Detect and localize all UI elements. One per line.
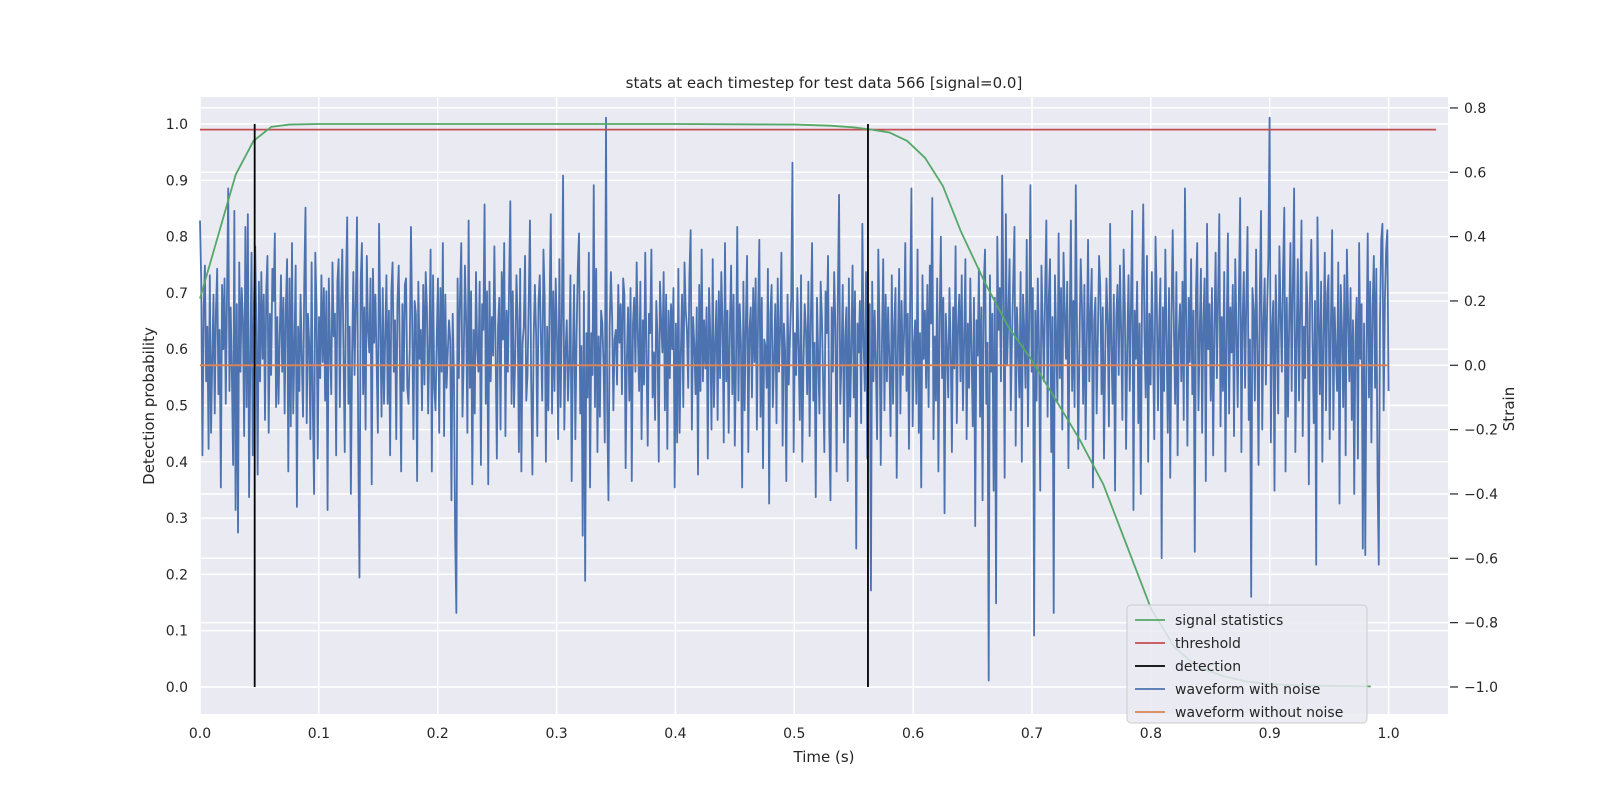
x-tick-label: 0.7 bbox=[1021, 726, 1043, 742]
legend-label: signal statistics bbox=[1175, 613, 1283, 629]
x-tick-label: 1.0 bbox=[1377, 726, 1399, 742]
x-tick-label: 0.2 bbox=[427, 726, 449, 742]
y-tick-label: 0.7 bbox=[166, 286, 188, 302]
y-axis-label: Detection probability bbox=[140, 327, 158, 485]
y-tick-label: 0.1 bbox=[166, 624, 188, 640]
bottom-axis: 0.0 0.1 0.2 0.3 0.4 0.5 0.6 0.7 0.8 0.9 1.0 bbox=[189, 726, 1400, 742]
x-axis-label: Time (s) bbox=[793, 748, 855, 766]
chart-title: stats at each timestep for test data 566… bbox=[626, 74, 1023, 92]
series-layer bbox=[199, 116, 1437, 688]
y-right-tick-label: 0.4 bbox=[1464, 230, 1486, 246]
y-right-tick-label: 0.6 bbox=[1464, 165, 1486, 181]
x-tick-label: 0.3 bbox=[545, 726, 567, 742]
y-tick-label: 0.0 bbox=[166, 680, 188, 696]
y-tick-label: 0.8 bbox=[166, 230, 188, 246]
y-right-tick-label: −1.0 bbox=[1464, 680, 1498, 696]
legend: signal statistics threshold detection wavef… bbox=[1126, 604, 1368, 724]
legend-label: threshold bbox=[1175, 636, 1241, 652]
y-tick-label: 0.4 bbox=[166, 455, 188, 471]
left-axis: 0.0 0.1 0.2 0.3 0.4 0.5 0.6 0.7 0.8 0.9 1.0 bbox=[166, 117, 188, 696]
y-right-tick-label: −0.6 bbox=[1464, 551, 1498, 567]
x-tick-label: 0.4 bbox=[664, 726, 686, 742]
y-axis-right-label: Strain bbox=[1500, 387, 1518, 431]
legend-label: detection bbox=[1175, 659, 1241, 675]
x-tick-label: 0.1 bbox=[308, 726, 330, 742]
y-tick-label: 0.5 bbox=[166, 399, 188, 415]
y-right-tick-label: −0.8 bbox=[1464, 616, 1498, 632]
y-tick-label: 1.0 bbox=[166, 117, 188, 133]
x-tick-label: 0.8 bbox=[1140, 726, 1162, 742]
series-waveform-with-noise bbox=[199, 116, 1390, 682]
x-tick-label: 0.9 bbox=[1259, 726, 1281, 742]
y-right-tick-label: 0.8 bbox=[1464, 101, 1486, 117]
legend-box bbox=[1126, 604, 1368, 724]
y-tick-label: 0.9 bbox=[166, 173, 188, 189]
legend-label: waveform without noise bbox=[1175, 705, 1343, 721]
x-tick-label: 0.0 bbox=[189, 726, 211, 742]
y-right-tick-label: −0.4 bbox=[1464, 487, 1498, 503]
y-right-tick-label: 0.2 bbox=[1464, 294, 1486, 310]
y-tick-label: 0.6 bbox=[166, 342, 188, 358]
y-tick-label: 0.3 bbox=[166, 511, 188, 527]
x-tick-label: 0.6 bbox=[902, 726, 924, 742]
legend-label: waveform with noise bbox=[1175, 682, 1320, 698]
x-tick-label: 0.5 bbox=[783, 726, 805, 742]
y-tick-label: 0.2 bbox=[166, 567, 188, 583]
right-axis: −1.0 −0.8 −0.6 −0.4 −0.2 0.0 0.2 0.4 0.6 0.8 bbox=[1450, 101, 1498, 696]
y-right-tick-label: 0.0 bbox=[1464, 358, 1486, 374]
y-right-tick-label: −0.2 bbox=[1464, 423, 1498, 439]
